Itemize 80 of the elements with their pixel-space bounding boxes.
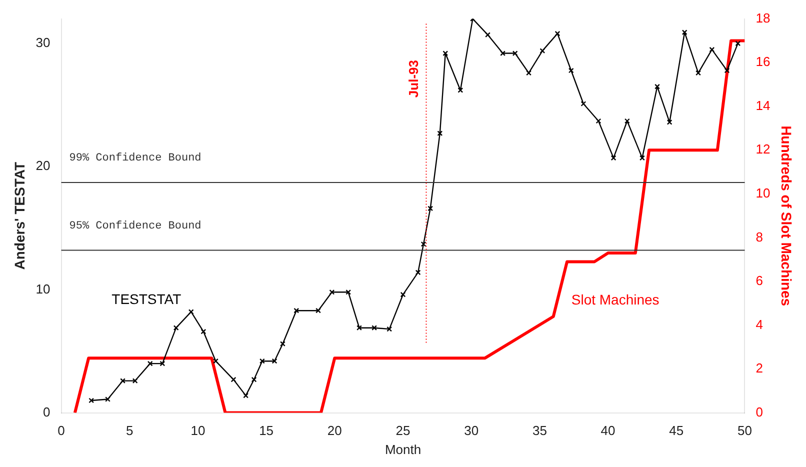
point [428,206,434,212]
y2-tick-label: 6 [756,273,763,288]
point [420,241,426,247]
point [696,70,701,76]
point [654,84,660,90]
x-tick-label: 30 [464,423,479,438]
point [610,155,616,161]
x-tick-label: 15 [259,423,274,438]
point [554,30,560,36]
point [200,328,206,334]
point [500,50,506,56]
y-tick-label: 0 [43,404,50,420]
x-tick-label: 20 [327,423,342,438]
x-tick-label: 45 [669,423,684,438]
point [213,358,218,364]
y-tick-label: 30 [36,35,50,50]
point [294,308,300,314]
y-axis-title: Anders' TESTAT [11,161,28,270]
point [709,46,715,52]
point [132,378,138,384]
point [251,376,257,382]
point [230,376,236,382]
point [173,325,179,331]
y-tick-label: 20 [36,158,50,174]
point [120,378,126,384]
point [580,101,586,106]
point [160,360,166,366]
y2-tick-label: 0 [756,404,763,420]
y2-tick-label: 8 [756,229,763,244]
point [442,50,448,56]
x-tick-label: 40 [600,423,616,438]
x-tick-label: 35 [532,423,547,438]
point [188,309,194,315]
y2-tick-label: 16 [756,54,770,70]
x-tick-label: 5 [126,423,134,438]
point [526,70,532,76]
point [724,68,730,74]
x-tick-label: 0 [58,423,65,438]
ref-line-label: 95% Confidence Bound [69,220,202,232]
y2-tick-label: 18 [756,10,770,26]
point [400,292,406,298]
point [639,155,645,161]
point [666,120,672,125]
point [415,270,421,276]
point [596,118,602,124]
point [485,32,490,38]
point [386,326,392,332]
point [568,68,574,74]
y-tick-label: 10 [36,281,50,296]
point [540,48,546,54]
point [272,358,278,364]
point [316,308,321,314]
point [346,289,352,295]
ref-line-label: 99% Confidence Bound [69,152,202,165]
y2-tick-label: 4 [756,316,763,332]
y2-tick-label: 2 [756,360,763,376]
y2-tick-label: 14 [756,98,770,113]
x-tick-label: 50 [738,423,752,438]
y2-axis-title: Hundreds of Slot Machines [778,126,795,306]
y2-tick-label: 12 [756,142,770,157]
point [512,50,518,56]
point [437,130,443,136]
point [356,325,362,331]
y2-tick-label: 10 [756,185,770,200]
point [243,392,249,398]
series-label: TESTSTAT [112,290,182,307]
series-label: Slot Machines [571,291,660,308]
point [280,341,286,347]
point [624,118,630,124]
point [147,360,153,366]
point [329,289,335,295]
point [458,87,464,93]
ref-line-label: Jul-93 [406,60,422,98]
point [105,396,110,402]
point [682,30,688,36]
x-axis-title: Month [384,442,422,457]
point [259,358,265,364]
point [372,325,378,331]
x-tick-label: 10 [190,423,206,438]
x-tick-label: 25 [396,423,410,438]
